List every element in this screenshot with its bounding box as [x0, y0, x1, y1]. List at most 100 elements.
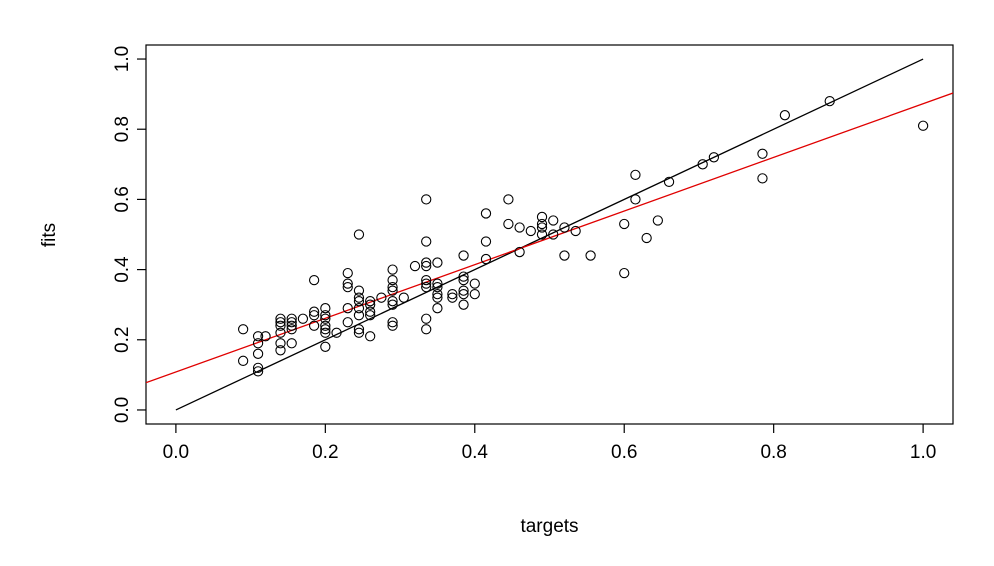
data-point — [458, 289, 469, 300]
data-point — [320, 324, 331, 335]
data-point — [320, 341, 331, 352]
y-tick-label: 0.2 — [112, 327, 133, 353]
data-point — [308, 320, 320, 331]
x-tick-label: 0.8 — [760, 442, 786, 463]
data-point — [421, 236, 432, 247]
data-point — [458, 274, 469, 286]
data-point — [570, 225, 581, 237]
data-point — [252, 362, 264, 374]
data-point — [421, 257, 432, 268]
data-point — [421, 194, 432, 205]
data-point — [619, 218, 630, 230]
data-point — [559, 222, 570, 233]
data-point — [342, 267, 353, 279]
data-point — [237, 324, 249, 335]
y-tick-label: 0.4 — [112, 256, 133, 283]
data-point — [469, 289, 480, 300]
x-tick-label: 1.0 — [910, 442, 936, 463]
data-point — [286, 317, 297, 328]
data-point — [286, 313, 297, 324]
data-point — [824, 95, 835, 107]
data-point — [548, 215, 559, 226]
data-point — [237, 355, 249, 366]
data-point — [432, 303, 443, 314]
data-point — [308, 310, 320, 321]
data-point — [469, 278, 480, 289]
data-point — [320, 310, 331, 321]
data-point — [331, 327, 342, 338]
data-point — [458, 271, 469, 282]
data-point — [409, 260, 421, 272]
data-point — [917, 120, 929, 131]
y-tick-label: 0.6 — [112, 186, 133, 212]
data-point — [353, 327, 365, 338]
data-point — [308, 274, 320, 286]
data-point — [652, 215, 663, 226]
y-axis-label: fits — [39, 223, 60, 247]
data-point — [297, 313, 309, 324]
data-point — [342, 317, 353, 328]
x-tick-label: 0.6 — [611, 442, 637, 463]
data-point — [697, 159, 708, 170]
data-point — [585, 250, 596, 261]
data-point — [630, 169, 641, 180]
y-tick-label: 1.0 — [112, 46, 133, 72]
data-point — [387, 320, 398, 331]
data-point — [536, 229, 548, 240]
data-point — [548, 229, 559, 240]
data-point — [275, 345, 286, 356]
x-tick-label: 0.0 — [163, 442, 189, 463]
data-point — [365, 296, 376, 307]
data-point — [342, 303, 353, 314]
data-point — [447, 289, 458, 300]
data-point — [432, 278, 443, 289]
data-point — [353, 303, 365, 314]
x-tick-label: 0.4 — [462, 442, 489, 463]
data-point — [365, 306, 376, 317]
data-point — [275, 338, 286, 349]
data-point — [353, 324, 365, 335]
data-point — [480, 253, 492, 265]
data-point — [503, 218, 514, 230]
data-point — [503, 194, 514, 205]
data-point — [275, 327, 286, 338]
data-point — [387, 274, 398, 286]
data-point — [630, 194, 641, 205]
data-point — [536, 218, 548, 230]
data-point — [421, 274, 432, 286]
data-point — [342, 278, 353, 289]
data-point — [536, 211, 548, 223]
data-point — [536, 222, 548, 233]
data-point — [275, 320, 286, 331]
data-point — [432, 281, 443, 293]
data-point — [365, 299, 376, 310]
y-tick-label: 0.8 — [112, 116, 133, 142]
data-point — [421, 278, 432, 289]
data-point — [398, 292, 409, 303]
data-point — [432, 257, 443, 268]
data-point — [525, 225, 536, 237]
data-point — [353, 285, 365, 296]
data-point — [365, 331, 376, 342]
data-point — [458, 250, 469, 261]
data-point — [275, 317, 286, 328]
data-point — [365, 310, 376, 321]
data-point — [320, 303, 331, 314]
data-point — [320, 327, 331, 338]
data-point — [252, 348, 264, 359]
data-point — [757, 173, 768, 184]
data-point — [387, 296, 398, 307]
x-tick-label: 0.2 — [312, 442, 338, 463]
data-point — [619, 267, 630, 279]
data-point — [447, 292, 458, 303]
data-point — [353, 292, 365, 303]
data-point — [421, 324, 432, 335]
data-point — [387, 299, 398, 310]
data-point — [387, 264, 398, 275]
data-point — [275, 313, 286, 324]
data-point — [663, 176, 675, 188]
data-point — [342, 281, 353, 293]
y-tick-label: 0.0 — [112, 397, 133, 423]
data-point — [252, 366, 264, 377]
